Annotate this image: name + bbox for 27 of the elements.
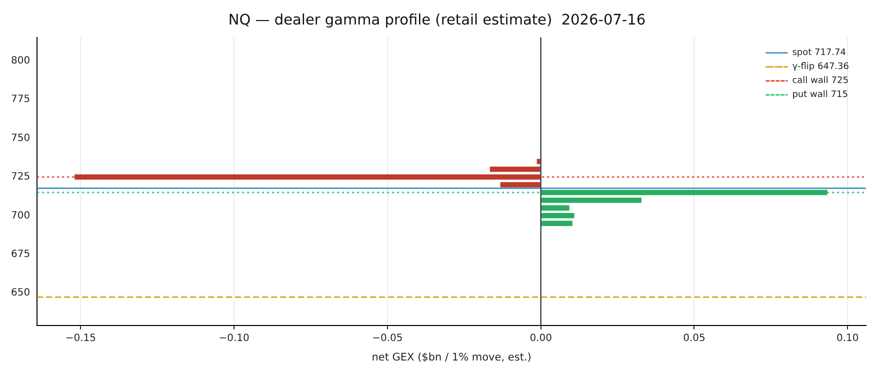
- bar: [500, 182, 540, 188]
- x-axis-title: net GEX ($bn / 1% move, est.): [372, 351, 532, 364]
- y-tick-label: 800: [10, 56, 30, 67]
- y-tick-label: 650: [10, 288, 30, 299]
- legend-label: put wall 715: [792, 90, 848, 100]
- bar: [490, 166, 540, 172]
- y-tick-label: 700: [10, 210, 30, 222]
- bar: [541, 213, 574, 218]
- x-tick-label: −0.05: [372, 332, 403, 344]
- bar: [541, 205, 570, 211]
- x-tick-label: 0.05: [683, 332, 706, 344]
- bar: [541, 220, 572, 226]
- x-tick-label: −0.10: [218, 332, 250, 344]
- y-tick-label: 675: [10, 248, 30, 260]
- x-tick-label: 0.10: [836, 332, 859, 344]
- y-tick-label: 750: [10, 132, 30, 144]
- x-tick-label: 0.00: [530, 332, 552, 344]
- bar: [541, 198, 642, 203]
- y-tick-label: 775: [10, 94, 30, 106]
- chart-title: NQ — dealer gamma profile (retail estimate) 2026-07-16: [228, 12, 646, 28]
- x-tick-label: −0.15: [65, 332, 96, 344]
- legend-label: call wall 725: [792, 76, 848, 86]
- legend-label: γ-flip 647.36: [792, 62, 850, 72]
- bar: [541, 190, 828, 196]
- y-tick-label: 725: [10, 172, 30, 183]
- bar: [74, 174, 540, 180]
- legend-label: spot 717.74: [792, 48, 846, 58]
